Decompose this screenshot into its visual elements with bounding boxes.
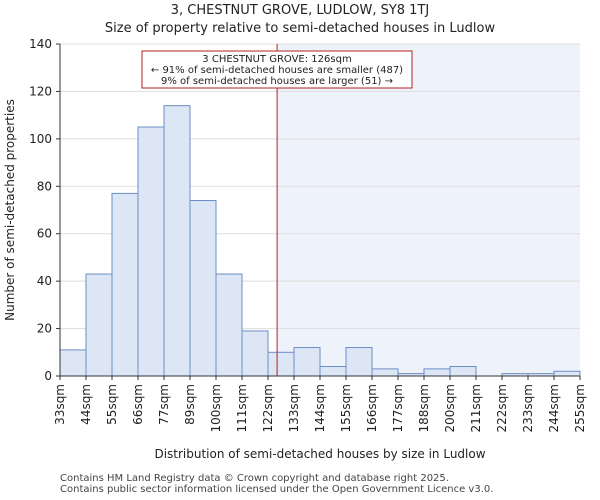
footer-line-2: Contains public sector information licen… [60, 484, 494, 495]
x-tick-label: 133sqm [287, 384, 301, 432]
chart-title: 3, CHESTNUT GROVE, LUDLOW, SY8 1TJ [170, 3, 430, 18]
y-tick-label: 0 [44, 369, 52, 383]
histogram-bar [293, 347, 321, 377]
histogram-bar [423, 368, 451, 377]
x-tick-label: 122sqm [261, 384, 275, 432]
histogram-bar [215, 273, 243, 377]
histogram-bar [111, 192, 139, 377]
x-tick-label: 111sqm [235, 384, 249, 432]
x-tick-label: 233sqm [521, 384, 535, 432]
y-tick-label: 100 [29, 132, 52, 146]
y-axis-title: Number of semi-detached properties [3, 99, 17, 321]
histogram-bar [163, 105, 191, 377]
y-tick-label: 140 [29, 37, 52, 51]
histogram-bar [189, 200, 217, 377]
x-tick-label: 166sqm [365, 384, 379, 432]
x-tick-label: 66sqm [131, 384, 145, 425]
y-tick-label: 80 [37, 179, 52, 193]
footer-line-1: Contains HM Land Registry data © Crown c… [60, 473, 449, 484]
y-tick-label: 120 [29, 84, 52, 98]
histogram-bar [319, 366, 347, 377]
histogram-bar [371, 368, 399, 377]
x-tick-label: 155sqm [339, 384, 353, 432]
y-tick-label: 60 [37, 227, 52, 241]
histogram-bar [59, 349, 87, 377]
x-tick-label: 244sqm [547, 384, 561, 432]
annotation-line-1: 3 CHESTNUT GROVE: 126sqm [202, 54, 351, 65]
x-tick-label: 177sqm [391, 384, 405, 432]
x-tick-label: 77sqm [157, 384, 171, 425]
x-tick-label: 222sqm [495, 384, 509, 432]
histogram-bar [449, 366, 477, 377]
histogram-bar [137, 126, 165, 377]
x-tick-label: 100sqm [209, 384, 223, 432]
x-tick-label: 211sqm [469, 384, 483, 432]
y-tick-label: 20 [37, 322, 52, 336]
x-tick-label: 55sqm [105, 384, 119, 425]
x-tick-label: 33sqm [53, 384, 67, 425]
histogram-bar [85, 273, 113, 377]
histogram-bar [553, 370, 581, 377]
annotation-line-2: ← 91% of semi-detached houses are smalle… [151, 65, 403, 76]
histogram-bar [267, 351, 295, 377]
x-tick-label: 188sqm [417, 384, 431, 432]
highlight-region [277, 44, 580, 376]
chart-subtitle: Size of property relative to semi-detach… [104, 21, 496, 36]
x-tick-label: 89sqm [183, 384, 197, 425]
x-axis-title: Distribution of semi-detached houses by … [154, 447, 485, 461]
annotation-line-3: 9% of semi-detached houses are larger (5… [161, 76, 393, 87]
x-tick-label: 200sqm [443, 384, 457, 432]
x-tick-label: 144sqm [313, 384, 327, 432]
histogram-bar [345, 347, 373, 377]
histogram-chart: 0 20 40 60 80 100 120 140 33sqm 44sqm 55sqm 66sqm 77… [3, 37, 587, 461]
x-tick-label: 255sqm [573, 384, 587, 432]
histogram-bar [241, 330, 269, 377]
y-tick-label: 40 [37, 274, 52, 288]
x-tick-label: 44sqm [79, 384, 93, 425]
annotation-box [141, 50, 413, 89]
